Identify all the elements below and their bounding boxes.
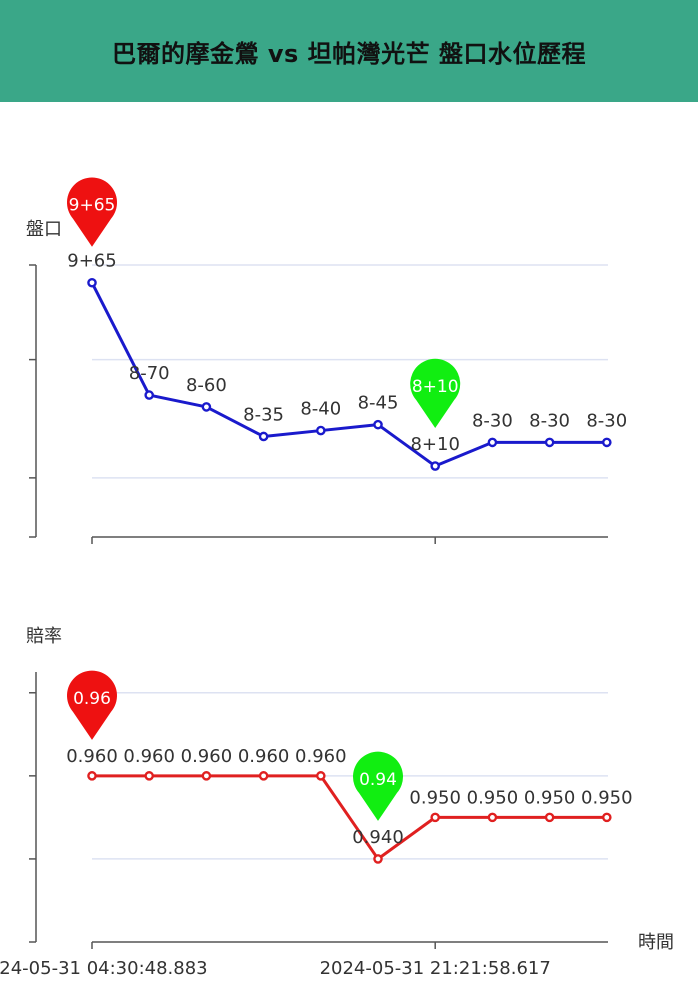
data-point [373, 854, 383, 864]
data-point [144, 771, 154, 781]
data-label: 8-30 [586, 410, 627, 431]
data-point [602, 812, 612, 823]
data-label: 0.950 [409, 787, 461, 808]
data-point [315, 771, 326, 781]
data-label: 8-30 [472, 410, 513, 431]
max-marker-label: 9+65 [69, 196, 116, 216]
max-marker: 0.96 [67, 670, 117, 740]
data-label: 8-60 [186, 375, 227, 396]
data-label: 0.960 [238, 746, 290, 767]
data-point [544, 437, 555, 448]
data-point [87, 277, 97, 288]
data-label: 9+65 [67, 251, 116, 272]
data-point [430, 812, 441, 823]
data-label: 0.960 [123, 746, 175, 767]
data-point [602, 437, 612, 448]
data-point [544, 812, 555, 823]
y-axis-title: 盤口 [26, 219, 62, 240]
data-point [87, 771, 97, 781]
max-marker: 9+65 [67, 177, 117, 247]
page-title: 巴爾的摩金鶯 vs 坦帕灣光芒 盤口水位歷程 [112, 39, 586, 68]
min-marker: 8+10 [410, 358, 461, 429]
data-point [201, 402, 212, 412]
data-label: 0.950 [467, 787, 519, 808]
max-marker-label: 0.96 [73, 689, 111, 709]
series-line [90, 282, 607, 468]
x-tick-label: 2024-05-31 04:30:48.883 [0, 958, 208, 979]
data-label: 0.950 [524, 787, 576, 808]
data-label: 0.950 [581, 787, 633, 808]
data-label: 0.960 [66, 746, 118, 767]
data-point [487, 812, 498, 823]
data-label: 0.960 [181, 746, 233, 767]
x-axis-title: 時間 [638, 932, 674, 953]
min-marker-shape [353, 751, 403, 821]
y-axis-title: 賠率 [26, 626, 62, 647]
min-marker-shape [410, 358, 461, 429]
data-label: 0.960 [295, 746, 347, 767]
min-marker-label: 0.94 [359, 770, 397, 790]
data-label: 8-35 [243, 404, 284, 425]
min-marker-label: 8+10 [412, 377, 459, 397]
data-point [258, 431, 269, 442]
data-point [373, 419, 383, 430]
data-label: 8-70 [129, 363, 170, 384]
data-label: 8-40 [300, 399, 341, 420]
min-marker: 0.94 [353, 751, 403, 821]
x-tick-label: 2024-05-31 21:21:58.617 [320, 958, 551, 979]
data-point [315, 425, 326, 436]
data-point [430, 461, 441, 471]
page-header: 巴爾的摩金鶯 vs 坦帕灣光芒 盤口水位歷程 [0, 0, 698, 102]
data-label: 0.940 [352, 827, 404, 848]
data-point [144, 390, 154, 400]
data-label: 8-30 [529, 410, 570, 431]
data-point [201, 771, 212, 781]
data-label: 8+10 [410, 434, 459, 455]
data-label: 8-45 [358, 393, 399, 414]
data-point [258, 771, 269, 781]
data-point [487, 437, 498, 448]
series-line [92, 774, 607, 861]
max-marker-shape [67, 177, 117, 247]
max-marker-shape [67, 670, 117, 740]
